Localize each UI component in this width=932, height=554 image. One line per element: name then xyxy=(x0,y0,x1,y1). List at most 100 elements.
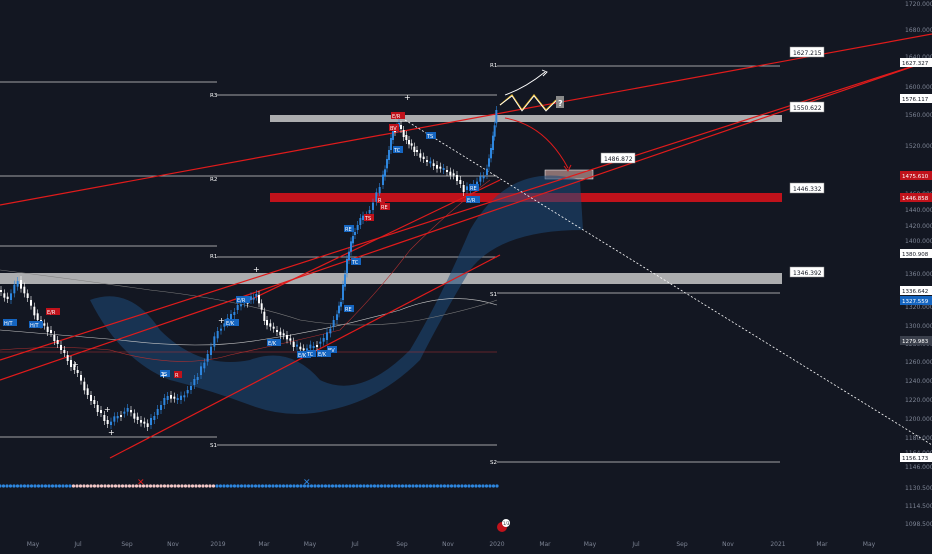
x-tick-label: Mar xyxy=(816,541,828,548)
indicator-dot xyxy=(183,484,188,488)
indicator-dot xyxy=(253,484,258,488)
indicator-dot xyxy=(103,484,107,488)
indicator-dot xyxy=(323,484,328,488)
indicator-dot xyxy=(57,484,62,488)
candle-body xyxy=(336,314,338,320)
price-tag: 1627.327 xyxy=(900,58,932,67)
event-label: TC xyxy=(351,258,361,266)
indicator-dot xyxy=(215,484,219,488)
candle-body xyxy=(258,295,260,304)
candle-body xyxy=(276,330,278,332)
candle-body xyxy=(340,302,342,307)
candle-body xyxy=(233,312,236,315)
candle-body xyxy=(60,345,62,350)
indicator-dot xyxy=(232,484,237,488)
candle-body xyxy=(356,225,359,230)
candle-body xyxy=(493,125,496,137)
candle-body xyxy=(70,360,72,367)
event-label: E/K xyxy=(297,351,311,359)
candle-body xyxy=(46,326,49,332)
indicator-dot xyxy=(481,484,485,488)
indicator-dot xyxy=(131,484,135,488)
indicator-dot xyxy=(180,484,184,488)
level-callout-text: 1627.215 xyxy=(793,50,822,57)
indicator-dot xyxy=(453,484,457,488)
candle-body xyxy=(354,232,356,235)
candle-body xyxy=(410,143,413,146)
event-label: E/R xyxy=(236,296,250,304)
candle-body xyxy=(492,135,494,150)
candle-body xyxy=(359,218,362,225)
candle-body xyxy=(210,346,212,355)
candle-body xyxy=(436,165,438,169)
price-tag-text: 1380.908 xyxy=(902,252,929,258)
indicator-dot xyxy=(36,484,41,488)
support-zone-grey xyxy=(0,273,782,284)
y-tick-label: 1400.000 xyxy=(905,238,932,245)
pivot-level-label: R3 xyxy=(210,93,218,99)
candle-body xyxy=(292,341,295,347)
event-label-text: R xyxy=(378,198,382,204)
candle-body xyxy=(26,293,29,298)
price-tag-text: 1576.117 xyxy=(902,97,929,103)
price-tag-box xyxy=(900,453,932,462)
candle-body xyxy=(96,405,99,412)
candle-body xyxy=(482,176,485,179)
event-label-box xyxy=(469,184,479,191)
dotted-projection-line xyxy=(404,119,932,446)
level-callout-text: 1486.872 xyxy=(604,156,633,163)
indicator-dot xyxy=(54,484,58,488)
candle-body xyxy=(332,320,335,327)
candle-body xyxy=(388,150,390,160)
indicator-dot xyxy=(5,484,9,488)
candle-body xyxy=(90,395,92,401)
event-label-text: E/R xyxy=(237,298,246,304)
event-label: TC xyxy=(306,350,316,358)
x-marker: ✕ xyxy=(137,478,145,488)
event-label-box xyxy=(377,196,385,203)
event-label: E/R xyxy=(391,112,405,120)
candle-body xyxy=(286,335,288,340)
candle-body xyxy=(36,313,39,320)
indicator-dot xyxy=(467,484,471,488)
y-tick-label: 1098.500 xyxy=(905,521,932,528)
candle-body xyxy=(322,338,325,342)
indicator-dot xyxy=(145,484,149,488)
event-label: RE xyxy=(469,184,479,192)
candle-body xyxy=(386,159,388,169)
indicator-dot xyxy=(173,484,177,488)
indicator-dot xyxy=(12,484,16,488)
candle-body xyxy=(153,416,156,420)
candle-body xyxy=(368,210,371,214)
indicator-dot xyxy=(187,484,191,488)
x-tick-label: Mar xyxy=(539,541,551,548)
projection-zigzag-yellow xyxy=(499,94,557,112)
level-callout-box xyxy=(789,182,825,194)
event-label: TS xyxy=(160,370,170,378)
y-tick-label: 1130.500 xyxy=(905,485,932,492)
pivot-level-label: R2 xyxy=(210,177,217,183)
trendline xyxy=(0,33,932,206)
event-label-box xyxy=(160,370,170,377)
event-label-box xyxy=(327,346,337,353)
candle-body xyxy=(150,418,152,425)
event-label-box xyxy=(3,319,17,326)
event-label: BV xyxy=(389,124,399,132)
level-callout-box xyxy=(600,152,636,164)
candle-body xyxy=(486,168,488,175)
indicator-dot xyxy=(474,484,478,488)
event-label-text: E/R xyxy=(467,198,476,204)
indicator-dot xyxy=(397,484,401,488)
indicator-dot xyxy=(267,484,272,488)
candle-body xyxy=(302,348,305,351)
indicator-dot xyxy=(1,484,6,488)
candle-body xyxy=(439,166,442,169)
event-label: E/R xyxy=(46,308,60,316)
candle-body xyxy=(476,181,478,185)
indicator-dot xyxy=(407,484,412,488)
y-tick-label: 1520.000 xyxy=(905,143,932,150)
indicator-dot xyxy=(484,484,489,488)
candle-body xyxy=(422,156,425,159)
